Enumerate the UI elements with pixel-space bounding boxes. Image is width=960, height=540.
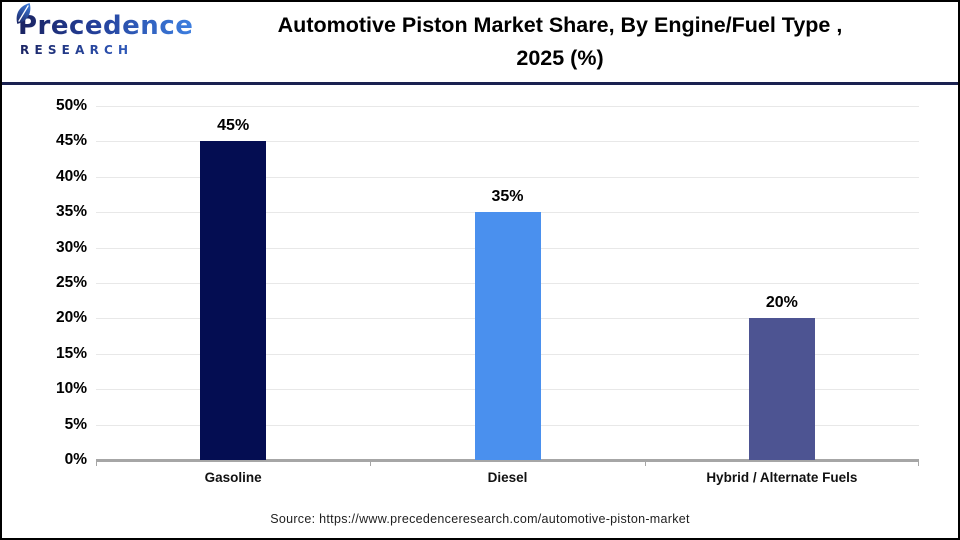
x-axis-tick: [370, 460, 372, 466]
bar-gasoline: [200, 141, 267, 460]
plot-area: 45% 35% 20%: [96, 106, 919, 466]
chart-title-line1: Automotive Piston Market Share, By Engin…: [277, 13, 843, 37]
y-axis-tick-label: 50%: [55, 97, 87, 114]
gridline: [96, 176, 919, 178]
y-axis-tick-label: 0%: [64, 451, 87, 468]
x-axis-tick: [96, 460, 97, 466]
y-axis-tick-label: 40%: [55, 167, 87, 185]
page-title: Automotive Piston Market Share, By Engin…: [170, 9, 950, 75]
y-axis-tick-label: 45%: [55, 132, 87, 150]
y-axis-labels: 0% 5% 10% 15% 20% 25% 30% 35% 40% 45% 50%: [2, 97, 87, 468]
x-axis-category-label: Gasoline: [204, 470, 262, 485]
bar-hybrid-alternate-fuels: [748, 318, 815, 460]
y-axis-tick-label: 25%: [55, 274, 87, 291]
gridline: [96, 106, 919, 107]
y-axis-tick-label: 15%: [55, 344, 87, 362]
bar-diesel: [474, 212, 541, 460]
bar-value-label: 35%: [491, 188, 524, 206]
x-axis-labels: Gasoline Diesel Hybrid / Alternate Fuels: [96, 470, 919, 490]
x-axis-category-label: Hybrid / Alternate Fuels: [706, 470, 858, 485]
x-axis-tick: [644, 460, 646, 466]
gridline: [96, 141, 919, 143]
x-axis-line: [96, 459, 919, 462]
y-axis-tick-label: 20%: [55, 309, 87, 327]
x-axis-tick: [918, 460, 919, 466]
logo-wordmark: Precedence: [16, 3, 194, 41]
precedence-research-logo: Precedence RESEARCH: [16, 3, 194, 57]
source-line: Source: https://www.precedenceresearch.c…: [270, 512, 690, 526]
leaf-icon: [16, 3, 31, 24]
y-axis-tick-label: 5%: [64, 415, 87, 433]
logo-name: Precedence: [18, 11, 194, 41]
header: Precedence RESEARCH Automotive Piston Ma…: [2, 2, 958, 85]
x-axis-category-label: Diesel: [487, 470, 528, 485]
chart-title-line2: 2025 (%): [516, 46, 604, 70]
bar-value-label: 45%: [217, 117, 250, 135]
logo-research-word: RESEARCH: [18, 43, 193, 57]
y-axis-tick-label: 10%: [55, 380, 87, 398]
bar-value-label: 20%: [765, 294, 798, 312]
y-axis-tick-label: 35%: [55, 203, 87, 221]
y-axis-tick-label: 30%: [55, 238, 87, 256]
